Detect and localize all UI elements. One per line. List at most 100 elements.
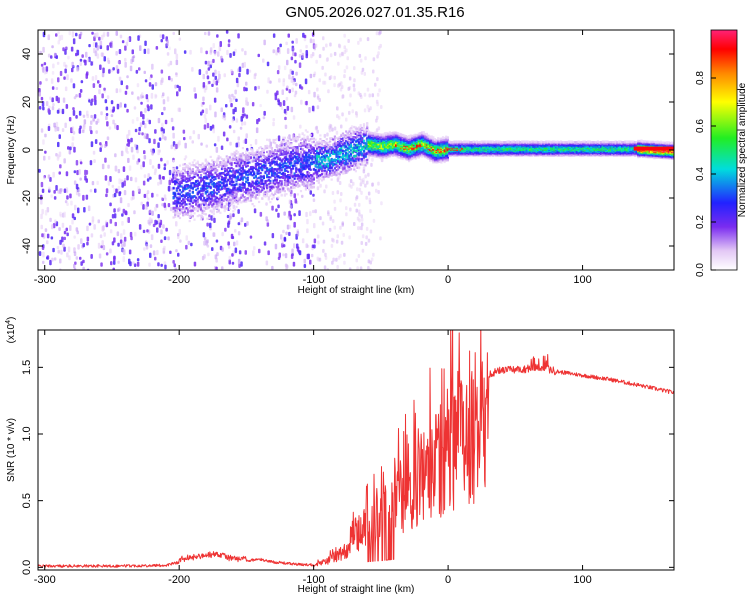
spectrogram-noise-cell <box>133 210 136 215</box>
spectrogram-ridge-cell <box>222 172 225 175</box>
spectrogram-ridge-cell <box>301 148 304 151</box>
spectrogram-noise-cell <box>52 103 55 107</box>
spectrogram-ridge-cell <box>299 151 303 154</box>
spectrogram-ridge-cell <box>343 169 346 172</box>
spectrogram-ridge-cell <box>196 182 199 185</box>
spectrogram-ridge-cell <box>238 155 241 159</box>
spectrogram-ridge-cell <box>306 181 309 184</box>
spectrogram-noise-cell <box>146 229 149 233</box>
spectrogram-noise-cell <box>52 171 55 178</box>
spectrogram-ridge-cell <box>277 163 280 166</box>
spectrogram-ridge-cell <box>314 169 317 172</box>
spectrogram-ridge-cell <box>364 159 367 162</box>
spectrogram-ridge-cell <box>220 181 224 185</box>
spectrogram-ridge-cell <box>296 155 299 158</box>
spectrogram-ridge-cell <box>241 200 244 203</box>
spectrogram-ridge-cell <box>366 142 369 145</box>
spectrogram-noise-cell <box>161 122 164 129</box>
spectrogram-ridge-cell <box>185 166 188 169</box>
spectrogram-ridge-cell <box>317 142 320 145</box>
spectrogram-noise-cell <box>51 224 54 230</box>
spectrogram-ridge-cell <box>216 169 219 172</box>
spectrogram-ridge-cell <box>232 175 235 178</box>
spectrogram-noise-cell <box>292 47 295 51</box>
spectrogram-noise-cell <box>110 261 113 266</box>
spectrogram-noise-cell <box>122 208 126 214</box>
spectrogram-noise-cell <box>276 70 280 75</box>
spectrogram-ridge-cell <box>364 154 367 157</box>
spectrogram-ridge-cell <box>237 202 240 205</box>
spectrogram-noise-cell <box>127 203 130 208</box>
spectrogram-ridge-cell <box>293 186 296 189</box>
spectrogram-ridge-cell <box>188 203 191 206</box>
spectrogram-ridge-cell <box>275 155 278 158</box>
spectrogram-ridge-cell <box>203 182 206 185</box>
spectrogram-ridge-cell <box>216 182 219 185</box>
spectrogram-noise-cell <box>105 115 108 121</box>
spectrogram-ridge-cell <box>275 190 278 193</box>
spectrogram-noise-cell <box>160 69 164 74</box>
spectrogram-noise-cell <box>64 64 68 68</box>
spectrogram-ridge-cell <box>199 218 203 221</box>
spectrogram-noise-cell <box>191 67 194 72</box>
spectrogram-ridge-cell <box>343 162 346 165</box>
spectrogram-noise-cell <box>278 78 281 83</box>
spectrogram-noise-cell <box>119 34 123 39</box>
spectrogram-ridge-cell <box>285 157 288 160</box>
spectrogram-ridge-cell <box>243 200 246 203</box>
spectrogram-ridge-cell <box>316 147 319 150</box>
spectrogram-ridge-cell <box>366 122 369 126</box>
spectrogram-ridge-cell <box>306 164 309 167</box>
spectrogram-ridge-cell <box>248 188 251 192</box>
spectrogram-ridge-cell <box>275 144 278 147</box>
spectrogram-ridge-cell <box>178 205 182 208</box>
spectrogram-noise-cell <box>73 235 76 239</box>
spectrogram-noise-cell <box>372 252 375 257</box>
spectrogram-ridge-cell <box>309 138 312 141</box>
spectrogram-noise-cell <box>86 236 90 242</box>
spectrogram-noise-cell <box>238 263 241 268</box>
spectrogram-ridge-cell <box>206 177 209 180</box>
spectrogram-ridge-cell <box>243 154 246 157</box>
spectrogram-ridge-cell <box>327 172 330 175</box>
spectrogram-noise-cell <box>324 255 328 260</box>
spectrogram-noise-cell <box>355 113 358 118</box>
spectrogram-ridge-cell <box>283 145 286 149</box>
spectrogram-noise-cell <box>90 130 93 135</box>
spectrogram-noise-cell <box>367 191 371 196</box>
spectrogram-ridge-cell <box>211 205 214 208</box>
spectrogram-ridge-cell <box>206 189 209 192</box>
spectrogram-noise-cell <box>288 224 291 229</box>
spectrogram-noise-cell <box>166 39 169 43</box>
spectrogram-noise-cell <box>266 89 269 94</box>
spectrogram-noise-cell <box>304 78 308 85</box>
spectrogram-ridge-cell <box>262 151 265 154</box>
spectrogram-ridge-cell <box>175 204 178 208</box>
spectrogram-ridge-cell <box>296 174 299 177</box>
spectrogram-ridge-cell <box>235 149 238 152</box>
spectrogram-ridge-cell <box>351 164 354 167</box>
spectrogram-ridge-cell <box>358 151 361 154</box>
spectrogram-ridge-cell <box>203 186 206 189</box>
spectrogram-ridge-cell <box>375 132 378 135</box>
spectrogram-ridge-cell <box>301 137 304 140</box>
spectrogram-ridge-cell <box>296 136 299 139</box>
spectrogram-ridge-cell <box>359 131 362 134</box>
spectrogram-noise-cell <box>219 41 222 47</box>
spectrogram-ridge-cell <box>351 140 354 143</box>
spectrogram-noise-cell <box>254 86 257 91</box>
spectrogram-noise-cell <box>53 196 57 200</box>
spectrogram-ridge-cell <box>196 192 199 196</box>
spectrogram-ridge-cell <box>287 160 290 163</box>
spectrogram-ridge-cell <box>279 176 282 179</box>
spectrogram-ridge-cell <box>338 136 341 139</box>
spectrogram-ridge-cell <box>337 165 340 168</box>
spectrogram-ridge-cell <box>274 192 277 195</box>
spectrogram-noise-cell <box>282 80 285 87</box>
spectrogram-noise-cell <box>98 36 101 41</box>
spectrogram-ridge-cell <box>298 158 301 162</box>
spectrogram-ridge-cell <box>316 152 319 155</box>
spectrogram-ridge-cell <box>309 134 312 137</box>
spectrogram-ridge-cell <box>317 151 320 155</box>
spectrogram-ridge-cell <box>262 194 265 197</box>
